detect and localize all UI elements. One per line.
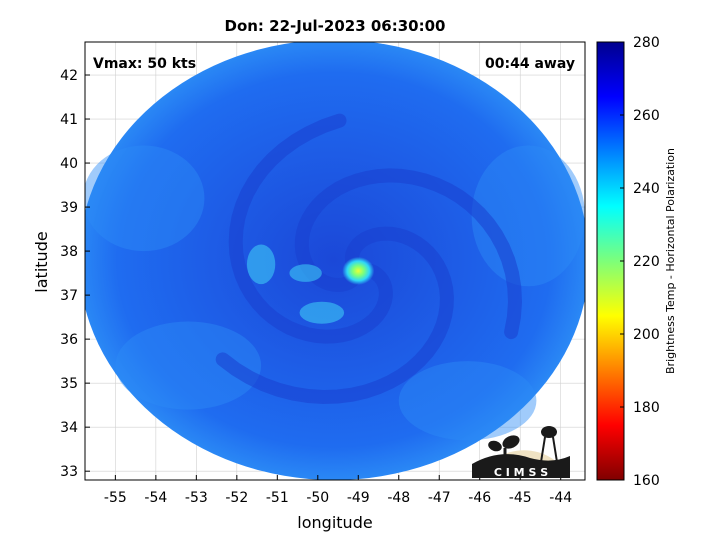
colorbar-ticks: 160 180 200 220 240 260 280 — [620, 35, 660, 489]
convective-patch — [246, 244, 276, 285]
x-tick-label: -46 — [468, 490, 491, 506]
x-tick-label: -55 — [104, 490, 127, 506]
x-tick-label: -50 — [306, 490, 329, 506]
rain-band — [228, 113, 393, 344]
x-axis: -55 -54 -53 -52 -51 -50 -49 -48 -47 -46 -45 -44 — [104, 475, 572, 506]
y-tick-label: 40 — [60, 156, 78, 172]
colorbar-tick-label: 200 — [633, 327, 660, 343]
water-tower-icon — [540, 426, 558, 463]
x-tick-label: -49 — [347, 490, 370, 506]
chart-title: Don: 22-Jul-2023 06:30:00 — [225, 17, 446, 35]
x-tick-label: -54 — [144, 490, 167, 506]
rain-band — [215, 226, 454, 405]
y-tick-label: 41 — [60, 112, 78, 128]
x-tick-label: -52 — [225, 490, 248, 506]
convective-patch — [289, 264, 322, 282]
colorbar — [596, 41, 625, 481]
rain-band — [294, 168, 523, 340]
x-tick-label: -53 — [185, 490, 208, 506]
colorbar-tick-label: 280 — [633, 35, 660, 51]
vmax-annotation: Vmax: 50 kts — [93, 56, 196, 72]
warm-patch — [85, 145, 205, 252]
logo-text: C I M S S — [494, 466, 548, 479]
x-tick-label: -47 — [428, 490, 451, 506]
y-tick-label: 38 — [60, 244, 78, 260]
y-axis: 33 34 35 36 37 38 39 40 41 42 — [60, 68, 90, 480]
x-tick-label: -44 — [549, 490, 572, 506]
y-tick-label: 39 — [60, 200, 78, 216]
satellite-dish-icon — [488, 435, 520, 462]
colorbar-tick-label: 180 — [633, 400, 660, 416]
convective-patch — [299, 301, 345, 324]
warm-patch — [398, 361, 537, 441]
warm-patch — [115, 321, 262, 410]
x-tick-label: -51 — [266, 490, 289, 506]
swath-footprint — [85, 42, 585, 480]
logo-hill — [472, 454, 570, 478]
colorbar-tick-label: 220 — [633, 254, 660, 270]
colorbar-tick-label: 260 — [633, 108, 660, 124]
cimss-logo: C I M S S — [472, 426, 570, 479]
y-axis-label: latitude — [32, 231, 51, 292]
plot-frame — [84, 41, 586, 481]
colorbar-tick-label: 240 — [633, 181, 660, 197]
y-tick-label: 34 — [60, 420, 78, 436]
time-away-annotation: 00:44 away — [485, 56, 575, 72]
y-tick-label: 35 — [60, 376, 78, 392]
y-tick-label: 37 — [60, 288, 78, 304]
y-tick-label: 42 — [60, 68, 78, 84]
cold-core — [342, 256, 375, 285]
x-tick-label: -48 — [387, 490, 410, 506]
y-tick-label: 36 — [60, 332, 78, 348]
x-tick-label: -45 — [509, 490, 532, 506]
brightness-temp-image — [85, 42, 585, 480]
x-axis-label: longitude — [297, 513, 372, 532]
colorbar-label: Brightness Temp - Horizontal Polarizatio… — [664, 148, 677, 374]
colorbar-tick-label: 160 — [633, 473, 660, 489]
y-tick-label: 33 — [60, 464, 78, 480]
